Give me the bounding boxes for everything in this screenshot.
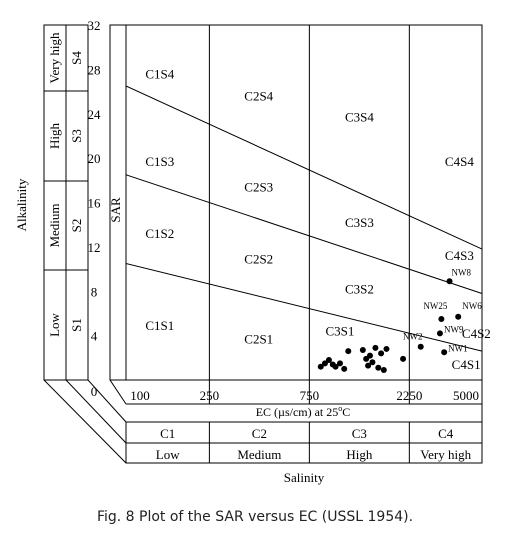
y-tick-32: 32 <box>88 18 101 33</box>
y-tick-24: 24 <box>88 107 102 122</box>
y-tick-labels: 0 4 8 12 16 20 24 28 32 <box>88 18 102 399</box>
salinity-level-0: Low <box>156 447 180 462</box>
sample-point-7 <box>317 363 324 370</box>
alkalinity-class-s1: S1 <box>69 318 84 332</box>
zone-label-c3s3: C3S3 <box>345 215 374 230</box>
point-label-nw2: NW2 <box>403 332 423 342</box>
zone-label-c4s2: C4S2 <box>462 326 491 341</box>
y-tick-8: 8 <box>91 284 98 299</box>
y-tick-20: 20 <box>88 151 101 166</box>
sample-point-2 <box>438 315 445 322</box>
salinity-labels: C1 Low C2 Medium C3 High C4 Very high <box>156 426 472 462</box>
zone-label-c1s2: C1S2 <box>145 226 174 241</box>
sample-point-9 <box>325 357 332 364</box>
x-tick-100: 100 <box>130 388 150 403</box>
salinity-class-c2: C2 <box>252 426 267 441</box>
salinity-table <box>125 380 483 464</box>
salinity-level-3: Very high <box>420 447 471 462</box>
zone-label-c1s3: C1S3 <box>145 154 174 169</box>
zone-label-c1s1: C1S1 <box>145 318 174 333</box>
sample-point-14 <box>345 348 352 355</box>
sample-point-23 <box>380 367 387 374</box>
alkalinity-title: Alkalinity <box>14 178 29 231</box>
sample-point-0 <box>446 278 453 285</box>
sodium-line-2 <box>125 263 483 352</box>
x-tick-250: 250 <box>200 388 220 403</box>
x-axis-label: EC (µs/cm) at 25oC <box>256 404 351 419</box>
zone-label-c2s2: C2S2 <box>244 252 273 267</box>
alkalinity-class-s2: S2 <box>69 219 84 233</box>
sample-point-17 <box>365 362 372 369</box>
point-label-nw1: NW1 <box>448 343 468 353</box>
alkalinity-labels: S1 Low S2 Medium S3 High S4 Very high <box>47 32 84 337</box>
y-tick-16: 16 <box>88 196 102 211</box>
sample-point-12 <box>336 360 343 367</box>
sample-point-19 <box>369 359 376 366</box>
alkalinity-level-2: High <box>47 123 62 150</box>
y-tick-28: 28 <box>88 62 101 77</box>
zone-label-c2s3: C2S3 <box>244 179 273 194</box>
sample-point-13 <box>341 365 348 372</box>
salinity-level-2: High <box>346 447 373 462</box>
salinity-class-c1: C1 <box>160 426 175 441</box>
sample-point-11 <box>332 363 339 370</box>
salinity-level-1: Medium <box>237 447 281 462</box>
zone-labels: C1S4 C2S4 C3S4 C4S4 C1S3 C2S3 C3S3 C4S3 C1S2 C2S2… <box>145 66 490 372</box>
salinity-title: Salinity <box>284 470 325 485</box>
salinity-class-c3: C3 <box>352 426 367 441</box>
sample-point-18 <box>366 352 373 359</box>
y-tick-4: 4 <box>91 329 98 344</box>
alkalinity-level-0: Low <box>47 312 62 336</box>
sar-axis-strip <box>109 24 127 381</box>
point-label-nw9: NW9 <box>444 324 464 334</box>
zone-label-c1s4: C1S4 <box>145 66 174 81</box>
zone-label-c2s4: C2S4 <box>244 88 273 103</box>
y-tick-12: 12 <box>88 240 101 255</box>
sample-point-21 <box>375 364 382 371</box>
sample-point-20 <box>372 344 379 351</box>
sample-point-6 <box>400 355 407 362</box>
zone-label-c4s3: C4S3 <box>445 248 474 263</box>
sample-point-22 <box>378 350 385 357</box>
alkalinity-class-s4: S4 <box>69 51 84 65</box>
point-label-nw25: NW25 <box>423 301 447 311</box>
zone-label-c2s1: C2S1 <box>244 331 273 346</box>
sodium-hazard-lines <box>125 85 483 352</box>
sample-point-5 <box>417 343 424 350</box>
x-tick-5000: 5000 <box>453 388 479 403</box>
x-tick-labels: 100 250 750 2250 5000 <box>130 388 479 403</box>
sodium-line-0 <box>125 85 483 250</box>
zone-label-c3s1: C3S1 <box>326 324 355 339</box>
sample-point-1 <box>455 313 462 320</box>
sample-points: NW8 NW6 NW25 NW9 NW1 NW2 <box>317 267 482 374</box>
y-axis-label: SAR <box>108 197 123 223</box>
sample-point-15 <box>359 347 366 354</box>
point-label-nw6: NW6 <box>462 301 482 311</box>
alkalinity-class-s3: S3 <box>69 129 84 143</box>
sample-point-24 <box>383 345 390 352</box>
zone-label-c4s4: C4S4 <box>445 154 474 169</box>
perspective-lines <box>43 379 127 464</box>
x-tick-750: 750 <box>300 388 320 403</box>
y-tick-0: 0 <box>91 384 98 399</box>
salinity-class-c4: C4 <box>438 426 454 441</box>
zone-label-c3s4: C3S4 <box>345 110 374 125</box>
sample-point-8 <box>321 360 328 367</box>
sample-point-4 <box>441 349 448 356</box>
sodium-line-1 <box>125 174 483 294</box>
alkalinity-level-1: Medium <box>47 203 62 247</box>
sample-point-3 <box>436 330 443 337</box>
point-label-nw8: NW8 <box>452 267 472 277</box>
alkalinity-level-3: Very high <box>47 32 62 83</box>
figure-caption: Fig. 8 Plot of the SAR versus EC (USSL 1… <box>96 509 414 525</box>
x-tick-2250: 2250 <box>396 388 422 403</box>
plot-frame <box>125 24 483 381</box>
zone-label-c4s1: C4S1 <box>452 357 481 372</box>
zone-label-c3s2: C3S2 <box>345 281 374 296</box>
usdiagram-chart: C1S4C2S4C3S4C4S4C1S3C2S3C3S3C4S3C1S2C2S2… <box>14 18 491 485</box>
